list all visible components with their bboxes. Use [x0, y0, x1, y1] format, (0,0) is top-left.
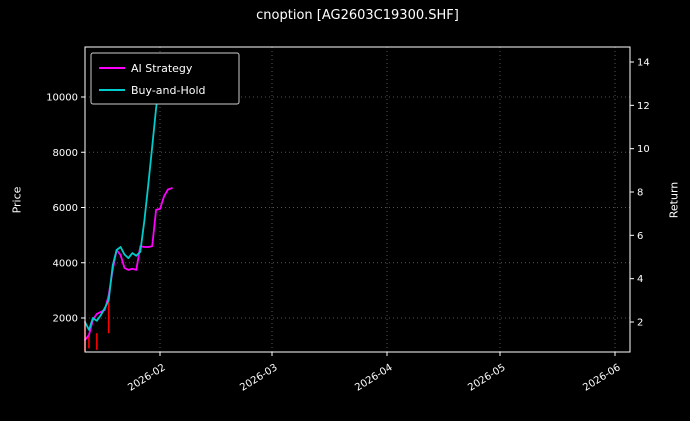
legend: AI Strategy Buy-and-Hold	[90, 52, 240, 105]
legend-label-0: AI Strategy	[131, 62, 193, 75]
legend-label-1: Buy-and-Hold	[131, 84, 206, 97]
svg-text:14: 14	[637, 58, 650, 69]
svg-text:2026-02: 2026-02	[126, 362, 167, 393]
svg-text:10: 10	[637, 144, 650, 155]
x-axis: 2026-02 2026-03 2026-04 2026-05 2026-06	[126, 352, 623, 394]
svg-text:2026-04: 2026-04	[353, 362, 394, 393]
y-axis-right: 2 4 6 8 10 12 14	[630, 58, 650, 329]
svg-text:6000: 6000	[53, 203, 78, 214]
y-axis-left: 2000 4000 6000 8000 10000	[46, 93, 85, 325]
svg-text:4: 4	[637, 274, 643, 285]
svg-text:2026-03: 2026-03	[238, 362, 279, 393]
svg-text:2026-05: 2026-05	[466, 362, 507, 393]
svg-text:2026-06: 2026-06	[581, 362, 622, 393]
series-line-0	[84, 187, 173, 342]
svg-text:4000: 4000	[53, 258, 78, 269]
svg-text:8000: 8000	[53, 148, 78, 159]
plot-border	[84, 46, 631, 353]
svg-text:2000: 2000	[53, 314, 78, 325]
svg-text:6: 6	[637, 231, 643, 242]
svg-text:12: 12	[637, 101, 650, 112]
series-line-1	[84, 61, 169, 331]
svg-text:8: 8	[637, 188, 643, 199]
svg-text:10000: 10000	[46, 93, 78, 104]
svg-text:2: 2	[637, 318, 643, 329]
gridlines	[85, 47, 630, 352]
chart-title: cnoption [AG2603C19300.SHF]	[256, 8, 459, 23]
